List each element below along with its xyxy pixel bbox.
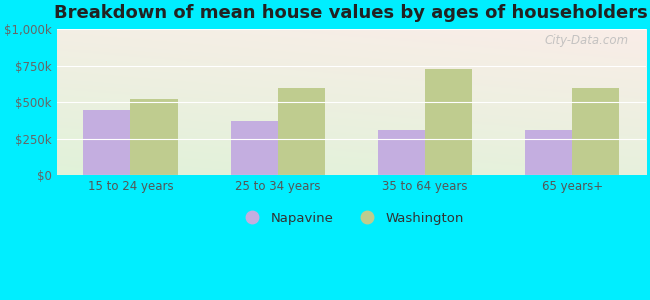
Text: City-Data.com: City-Data.com <box>544 34 628 47</box>
Bar <box>425 69 472 176</box>
Bar <box>525 130 572 175</box>
Bar <box>378 130 425 175</box>
Bar <box>231 121 278 176</box>
Bar <box>131 99 177 176</box>
Title: Breakdown of mean house values by ages of householders: Breakdown of mean house values by ages o… <box>55 4 648 22</box>
Bar <box>572 88 619 176</box>
Bar <box>83 110 131 176</box>
Legend: Napavine, Washington: Napavine, Washington <box>234 207 469 230</box>
Bar <box>278 88 325 176</box>
